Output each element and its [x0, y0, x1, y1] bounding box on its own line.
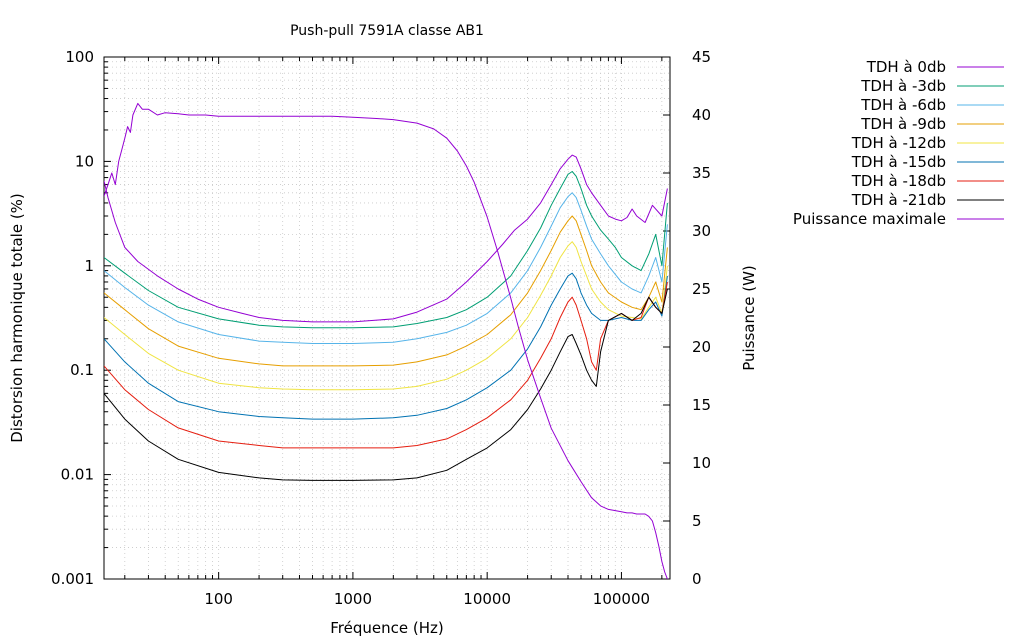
series-line-tdh-6db: [104, 192, 668, 344]
y2-tick-label: 15: [692, 396, 711, 414]
y-tick-label: 0.1: [70, 361, 94, 379]
x-tick-label: 100: [204, 590, 233, 608]
y2-tick-label: 45: [692, 48, 711, 66]
y2-axis-label: Puissance (W): [740, 265, 758, 371]
y2-tick-label: 40: [692, 106, 711, 124]
series-line-tdh-9db: [104, 215, 668, 367]
x-axis-label: Fréquence (Hz): [330, 619, 443, 637]
legend-label: TDH à 0db: [866, 58, 946, 76]
y2-tick-label: 35: [692, 164, 711, 182]
x-tick-label: 100000: [593, 590, 650, 608]
series-line-puissance-maximale: [104, 102, 668, 579]
series-layer: [104, 102, 668, 579]
series-line-tdh-15db: [104, 272, 668, 420]
legend-label: TDH à -18db: [851, 172, 946, 190]
x-tick-label: 10000: [463, 590, 511, 608]
y-axis-label: Distorsion harmonique totale (%): [8, 193, 26, 443]
legend-label: TDH à -3db: [860, 77, 946, 95]
series-line-tdh-12db: [104, 241, 668, 391]
y-tick-label: 10: [75, 152, 94, 170]
y2-tick-label: 10: [692, 454, 711, 472]
x-tick-label: 1000: [334, 590, 372, 608]
chart-title: Push-pull 7591A classe AB1: [290, 23, 484, 39]
legend-label: TDH à -9db: [860, 115, 946, 133]
legend-label: TDH à -6db: [860, 96, 946, 114]
y2-tick-label: 25: [692, 280, 711, 298]
legend-label: TDH à -12db: [851, 134, 946, 152]
y-tick-label: 0.01: [61, 466, 94, 484]
tick-labels: 100 1000 10000 1000001001010.10.010.0014540…: [51, 48, 711, 608]
y2-tick-label: 30: [692, 222, 711, 240]
legend-label: TDH à -15db: [851, 153, 946, 171]
series-line-tdh-0db: [104, 154, 668, 323]
legend-label: TDH à -21db: [851, 191, 946, 209]
y-tick-label: 1: [84, 257, 94, 275]
y-tick-label: 0.001: [51, 570, 94, 588]
y2-tick-label: 0: [692, 570, 702, 588]
series-line-tdh-21db: [104, 288, 668, 481]
series-line-tdh-3db: [104, 171, 668, 329]
legend-label: Puissance maximale: [793, 210, 946, 228]
grid: [104, 57, 670, 580]
y-tick-label: 100: [65, 48, 94, 66]
y2-tick-label: 5: [692, 512, 702, 530]
y2-tick-label: 20: [692, 338, 711, 356]
